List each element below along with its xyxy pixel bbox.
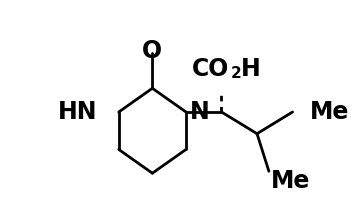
Text: 2: 2 [230,66,241,81]
Text: CO: CO [192,57,230,81]
Text: H: H [241,57,261,81]
Text: HN: HN [58,100,97,124]
Text: O: O [142,39,163,63]
Text: N: N [190,100,210,124]
Text: Me: Me [310,100,350,124]
Text: Me: Me [271,169,310,193]
